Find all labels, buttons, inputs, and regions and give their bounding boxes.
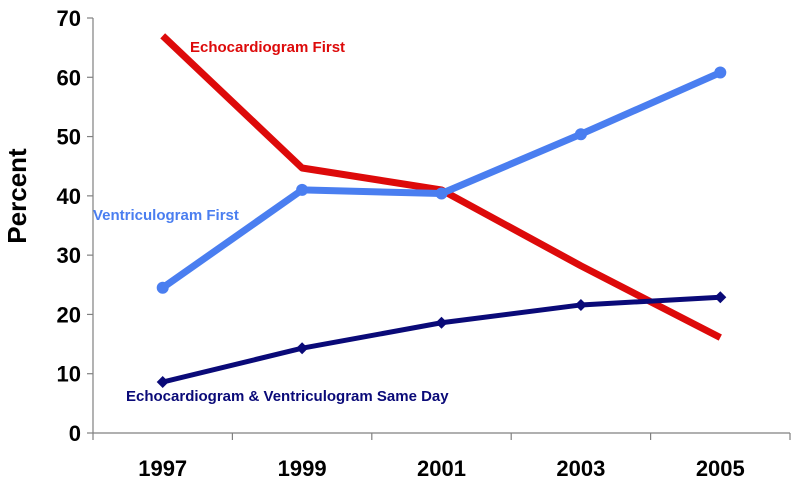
y-tick-label: 40 [57, 184, 81, 209]
series-layer [156, 33, 727, 389]
data-point [714, 66, 727, 79]
data-point [714, 291, 727, 304]
y-tick-label: 0 [69, 421, 81, 446]
data-point [435, 316, 448, 329]
series-line [162, 294, 721, 385]
y-axis-title: Percent [2, 148, 32, 244]
y-tick-label: 10 [57, 362, 81, 387]
y-tick-label: 50 [57, 125, 81, 150]
x-tick-label: 2003 [556, 456, 605, 481]
y-tick-label: 60 [57, 65, 81, 90]
data-point [296, 183, 309, 196]
axes: 0 10 20 30 40 50 60 70 1997 1999 2001 2003 2005 [57, 6, 791, 481]
data-point [574, 128, 587, 141]
data-point [156, 376, 169, 389]
series-label: Echocardiogram & Ventriculogram Same Day [126, 388, 449, 405]
y-tick-label: 30 [57, 243, 81, 268]
series-label: Echocardiogram First [190, 39, 345, 56]
data-point [156, 281, 169, 294]
series-line [160, 33, 722, 341]
series-line [160, 69, 722, 291]
y-tick-label: 70 [57, 6, 81, 31]
x-tick-label: 1997 [138, 456, 187, 481]
labels-layer: Echocardiogram First Ventriculogram First… [93, 39, 449, 405]
series-label: Ventriculogram First [93, 207, 239, 224]
data-point [296, 342, 309, 355]
y-tick-label: 20 [57, 302, 81, 327]
x-tick-label: 2001 [417, 456, 466, 481]
x-tick-label: 2005 [696, 456, 745, 481]
x-tick-label: 1999 [278, 456, 327, 481]
data-point [435, 187, 448, 200]
data-point [574, 298, 587, 311]
